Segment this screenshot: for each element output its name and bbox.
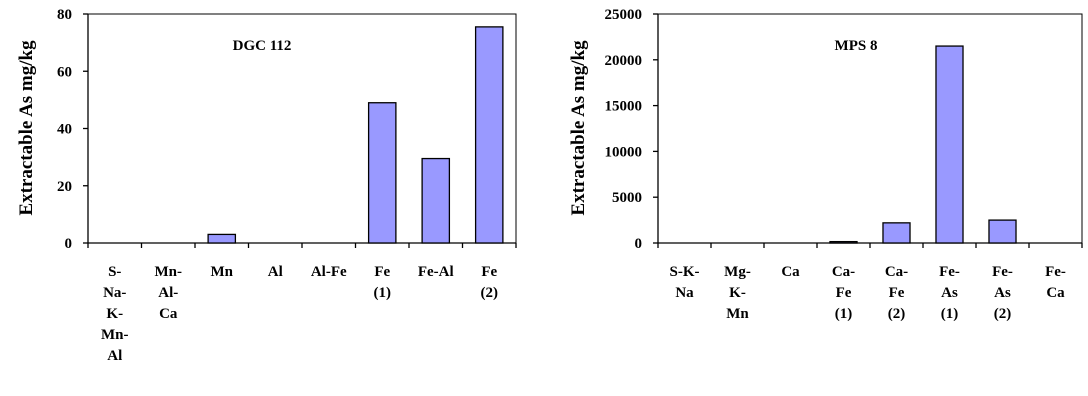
chart-dgc-112: 0 20 40 60 80 S-Na-K-Mn-Al Mn-Al-Ca Mn Al Al-Fe Fe… [16,7,517,364]
x-category-label: Mn [211,264,234,280]
bar [207,233,237,244]
x-category-label: Fe-Ca [1045,264,1066,301]
y-axis-label: Extractable As mg/kg [16,40,37,216]
x-category-label: Fe-As (1) [939,264,960,322]
x-category-label: Al-Fe [311,264,347,280]
x-category-label: Al [268,264,283,280]
y-tick-label: 80 [57,7,72,23]
x-category-label: Mg-K-Mn [724,264,751,322]
y-tick-label: 25000 [605,7,643,23]
x-category-label: Ca-Fe (2) [885,264,908,322]
bar [935,45,964,244]
bar [421,157,451,244]
bar [882,222,911,244]
x-category-label: Ca [781,264,800,280]
x-category-label: S-Na-K-Mn-Al [101,264,129,364]
y-tick-label: 20000 [605,53,643,69]
bar [474,26,504,244]
x-category-label: Fe-Al [418,264,454,280]
x-category-label: Fe (1) [374,264,392,301]
y-tick-label: 0 [65,236,73,252]
y-tick-label: 20 [57,179,72,195]
bar [829,240,858,244]
bar [988,219,1017,244]
x-category-label: Ca-Fe (1) [832,264,855,322]
y-axis-label: Extractable As mg/kg [568,40,589,216]
plot-area [87,13,517,244]
x-category-label: Mn-Al-Ca [155,264,183,322]
chart-title: DGC 112 [233,38,292,54]
x-category-label: S-K-Na [670,264,700,301]
y-tick-label: 60 [57,64,72,80]
y-tick-label: 40 [57,122,72,138]
y-tick-label: 5000 [612,190,642,206]
x-category-label: Fe (2) [481,264,499,301]
chart-mps-8: 0 5000 10000 15000 20000 25000 S-K-Na Mg-K-Mn Ca… [568,7,1083,322]
bar [367,102,397,244]
y-tick-label: 0 [635,236,643,252]
y-tick-label: 10000 [605,144,643,160]
chart-title: MPS 8 [835,38,878,54]
y-tick-label: 15000 [605,99,643,115]
x-category-label: Fe-As (2) [992,264,1013,322]
